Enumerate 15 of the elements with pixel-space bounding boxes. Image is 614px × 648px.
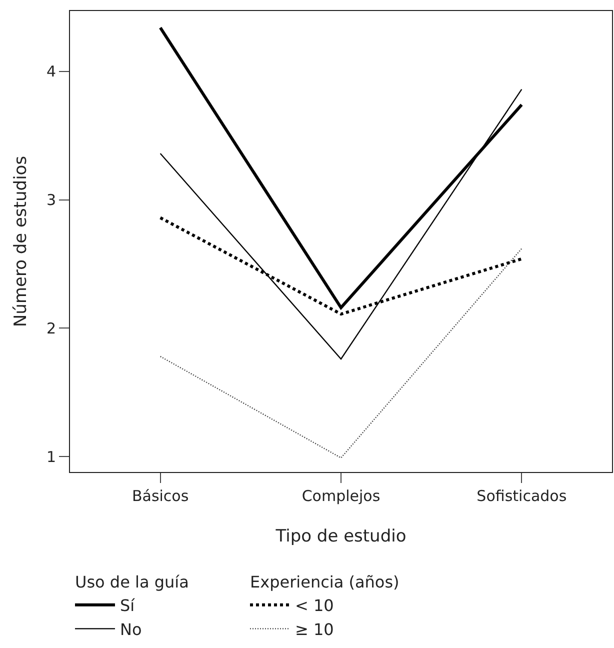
x-tick-label: Sofisticados	[476, 487, 567, 505]
y-axis-title: Número de estudios	[11, 156, 32, 328]
legend-label: Sí	[120, 596, 136, 616]
text: Experiencia (años)	[250, 572, 400, 592]
legend-label: ≥ 10	[295, 620, 334, 639]
y-tick-label: 3	[46, 191, 56, 210]
x-tick-label: Básicos	[132, 487, 189, 505]
legend-label: No	[120, 620, 142, 639]
y-tick-label: 2	[46, 319, 56, 338]
x-axis-title: Tipo de estudio	[274, 526, 406, 546]
text: Uso de la guía	[75, 572, 189, 592]
x-tick-label: Complejos	[302, 487, 380, 505]
legend-label: < 10	[295, 596, 334, 616]
y-tick-label: 4	[46, 62, 56, 81]
y-tick-label: 1	[46, 448, 56, 466]
